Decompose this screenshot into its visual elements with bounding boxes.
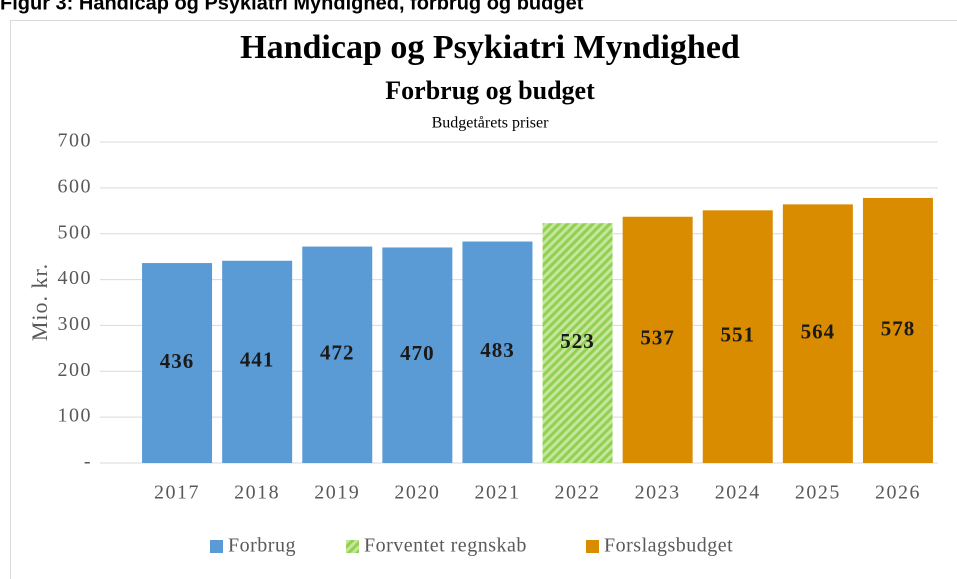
bar bbox=[382, 247, 453, 463]
legend-label: Forbrug bbox=[228, 535, 296, 557]
data-label: 470 bbox=[400, 341, 435, 365]
x-tick-label: 2019 bbox=[314, 482, 360, 504]
data-label: 564 bbox=[801, 319, 836, 343]
x-tick-label: 2021 bbox=[474, 482, 520, 504]
bar bbox=[782, 204, 853, 463]
data-label: 551 bbox=[721, 322, 756, 346]
data-label: 472 bbox=[320, 341, 355, 365]
legend-swatch bbox=[210, 540, 223, 553]
chart-subtitle: Forbrug og budget bbox=[385, 76, 595, 105]
bar bbox=[142, 263, 213, 463]
x-tick-label: 2017 bbox=[154, 482, 200, 504]
x-tick-label: 2026 bbox=[875, 482, 921, 504]
x-tick-label: 2022 bbox=[555, 482, 601, 504]
y-axis-label: Mio. kr. bbox=[27, 263, 52, 341]
y-tick-label: - bbox=[84, 451, 92, 473]
figure-heading: Figur 3: Handicap og Psykiatri Myndighed… bbox=[0, 0, 584, 14]
data-label: 436 bbox=[160, 349, 195, 373]
data-label: 483 bbox=[480, 338, 515, 362]
legend-swatch bbox=[586, 540, 599, 553]
chart-note: Budgetårets priser bbox=[432, 115, 550, 132]
data-label: 578 bbox=[881, 316, 916, 340]
chart-title: Handicap og Psykiatri Myndighed bbox=[240, 29, 740, 66]
y-tick-label: 300 bbox=[58, 313, 93, 335]
x-tick-label: 2023 bbox=[635, 482, 681, 504]
bar bbox=[462, 241, 533, 463]
bar bbox=[222, 260, 293, 463]
y-tick-label: 700 bbox=[58, 130, 93, 152]
data-label: 523 bbox=[560, 329, 595, 353]
y-tick-label: 200 bbox=[58, 359, 93, 381]
data-label: 537 bbox=[640, 326, 675, 350]
bar bbox=[302, 246, 373, 463]
bar bbox=[862, 197, 933, 463]
x-tick-label: 2018 bbox=[234, 482, 280, 504]
y-tick-label: 100 bbox=[58, 405, 93, 427]
x-tick-label: 2025 bbox=[795, 482, 841, 504]
bar bbox=[702, 210, 773, 463]
y-tick-label: 500 bbox=[58, 221, 93, 243]
bar bbox=[622, 216, 693, 463]
y-tick-label: 400 bbox=[58, 267, 93, 289]
legend-label: Forventet regnskab bbox=[364, 535, 527, 557]
x-tick-label: 2024 bbox=[715, 482, 761, 504]
y-tick-label: 600 bbox=[58, 175, 93, 197]
x-tick-label: 2020 bbox=[394, 482, 440, 504]
bar bbox=[542, 223, 613, 463]
data-label: 441 bbox=[240, 348, 275, 372]
legend-label: Forslagsbudget bbox=[604, 535, 733, 557]
legend-swatch bbox=[346, 540, 359, 553]
